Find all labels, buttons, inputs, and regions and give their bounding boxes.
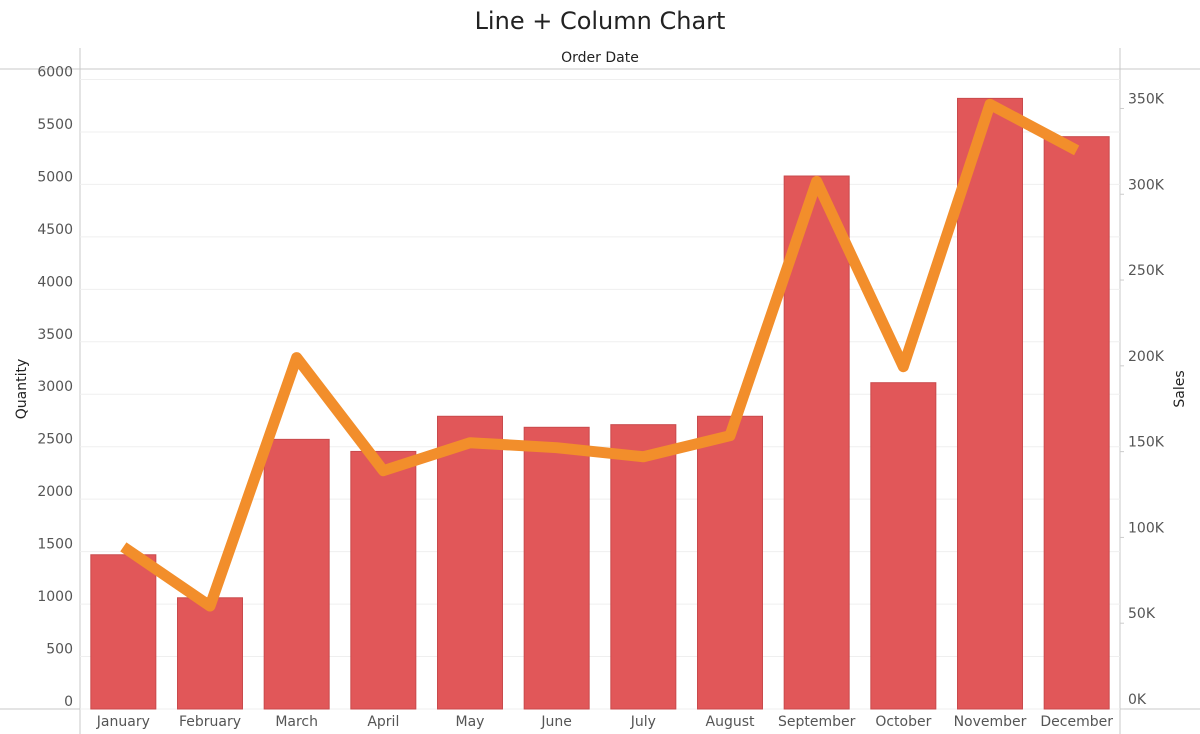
bar (523, 426, 590, 710)
y-tick-label: 3000 (37, 379, 73, 395)
bar (90, 554, 157, 710)
y-tick-label: 5500 (37, 117, 73, 133)
bar (263, 438, 330, 710)
x-tick-label: July (630, 714, 656, 730)
bar (697, 415, 763, 710)
x-tick-label: June (540, 714, 572, 730)
y2-tick-label: 50K (1128, 606, 1156, 622)
y-tick-label: 0 (64, 694, 73, 710)
y-tick-label: 2000 (37, 484, 73, 500)
y-tick-label: 1500 (37, 537, 73, 553)
y2-tick-label: 100K (1128, 520, 1165, 536)
y2-tick-label: 250K (1128, 263, 1165, 279)
y2-tick-label: 0K (1128, 692, 1147, 708)
y2-axis-title: Sales (1172, 370, 1188, 407)
x-tick-label: February (179, 714, 241, 730)
y2-tick-label: 150K (1128, 435, 1165, 451)
y2-tick-label: 300K (1128, 177, 1165, 193)
y-tick-label: 4500 (37, 222, 73, 238)
x-tick-label: October (875, 714, 931, 730)
y-tick-label: 3500 (37, 327, 73, 343)
y-tick-label: 4000 (37, 274, 73, 290)
bar (350, 450, 417, 710)
line (120, 98, 1080, 612)
y-tick-label: 500 (46, 642, 73, 658)
bar (610, 424, 677, 710)
x-tick-label: September (778, 714, 856, 730)
bar (957, 97, 1023, 710)
x-tick-label: December (1040, 714, 1113, 730)
y-tick-label: 5000 (37, 169, 73, 185)
bar (870, 382, 937, 710)
y-tick-label: 6000 (37, 64, 73, 80)
bar (437, 415, 503, 710)
y2-tick-label: 350K (1128, 91, 1165, 107)
y-tick-label: 1000 (37, 589, 73, 605)
y2-tick-label: 200K (1128, 349, 1165, 365)
y-axis-title: Quantity (14, 359, 30, 420)
y-tick-label: 2500 (37, 432, 73, 448)
bar (177, 597, 243, 710)
x-tick-label: August (706, 714, 756, 730)
chart-title: Line + Column Chart (475, 7, 726, 35)
x-tick-label: April (367, 714, 399, 730)
bar (1043, 136, 1110, 710)
x-tick-label: March (275, 714, 318, 730)
x-axis-title: Order Date (561, 50, 639, 66)
x-tick-label: May (456, 714, 485, 730)
x-tick-label: January (96, 714, 150, 730)
x-tick-label: November (954, 714, 1027, 730)
